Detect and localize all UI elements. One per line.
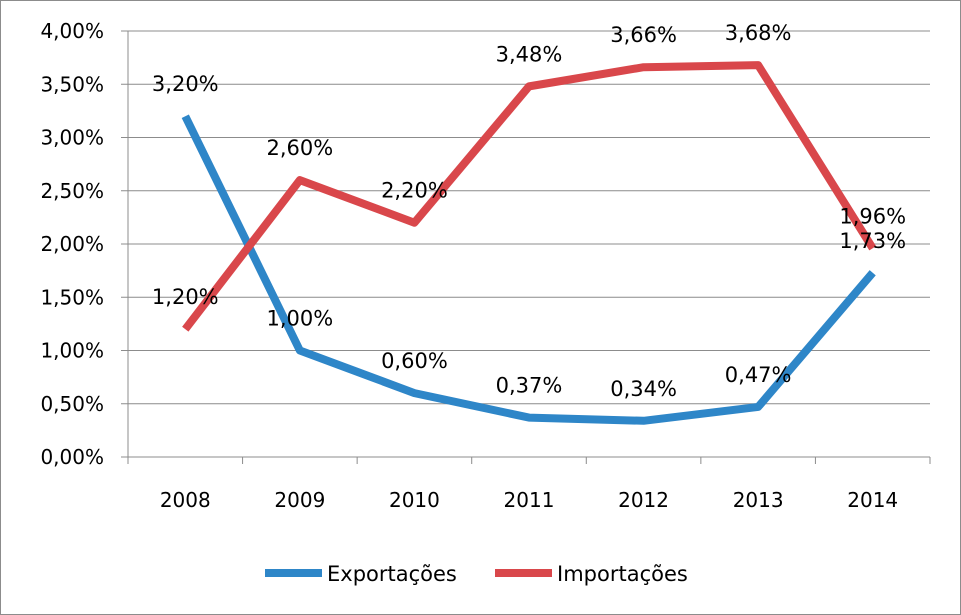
data-label: 0,60% [381, 349, 448, 373]
series-line-exportacoes [181, 114, 876, 425]
axes: 0,00% 0,50% 1,00% 1,50% 2,00% 2,50% 3,00% 3,50%… [40, 19, 931, 512]
x-tick-label: 2008 [160, 488, 211, 512]
y-tick-label: 3,00% [40, 126, 104, 150]
data-label: 3,20% [152, 72, 219, 96]
y-tick-label: 1,00% [40, 339, 104, 363]
y-tick-label: 2,50% [40, 179, 104, 203]
data-label: 2,20% [381, 179, 448, 203]
y-tick-label: 0,00% [40, 445, 104, 469]
x-tick-label: 2012 [618, 488, 669, 512]
data-label: 2,60% [266, 136, 333, 160]
data-label: 1,96% [839, 204, 906, 228]
gridlines [128, 30, 930, 405]
data-label: 3,68% [725, 21, 792, 45]
y-tick-label: 0,50% [40, 392, 104, 416]
y-tick-label: 4,00% [40, 19, 104, 43]
legend-label: Exportações [327, 562, 457, 586]
series-lines [181, 61, 877, 425]
x-tick-label: 2011 [504, 488, 555, 512]
data-label: 1,20% [152, 285, 219, 309]
y-tick-label: 1,50% [40, 285, 104, 309]
data-label: 3,48% [496, 42, 563, 66]
data-label: 1,00% [266, 307, 333, 331]
data-label: 1,73% [839, 229, 906, 253]
y-tick-label: 2,00% [40, 232, 104, 256]
x-tick-label: 2010 [389, 488, 440, 512]
data-labels: 3,20% 1,00% 0,60% 0,37% 0,34% 0,47% 1,73% 1,20%… [152, 21, 906, 401]
legend: Exportações Importações [265, 562, 688, 586]
data-label: 3,66% [610, 23, 677, 47]
x-tick-label: 2013 [733, 488, 784, 512]
y-tick-label: 3,50% [40, 72, 104, 96]
data-label: 0,34% [610, 377, 677, 401]
data-label: 0,47% [725, 363, 792, 387]
x-tick-label: 2014 [847, 488, 898, 512]
x-tick-label: 2009 [274, 488, 325, 512]
legend-label: Importações [557, 562, 688, 586]
series-line-importacoes [182, 61, 877, 332]
data-label: 0,37% [496, 374, 563, 398]
